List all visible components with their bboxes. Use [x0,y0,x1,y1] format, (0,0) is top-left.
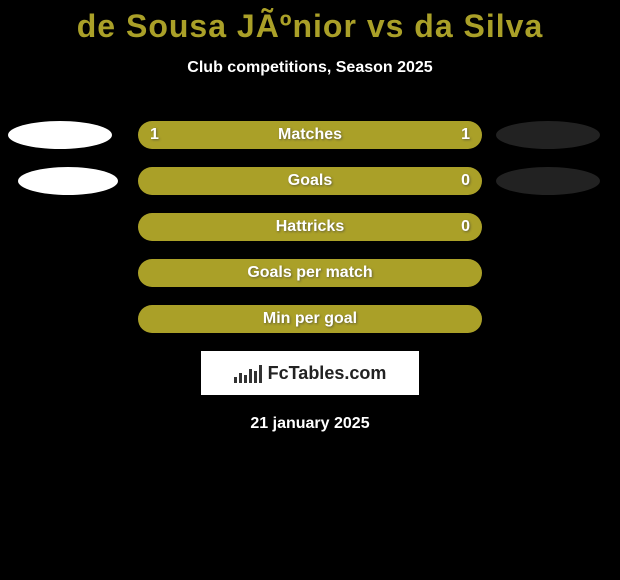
stat-label: Hattricks [276,218,344,236]
date-text: 21 january 2025 [250,415,369,433]
logo-bar [254,371,257,383]
stat-bar: Goals 0 [138,167,482,195]
logo-chart-icon [234,363,262,383]
comparison-subtitle: Club competitions, Season 2025 [187,59,432,77]
stat-bar: Min per goal [138,305,482,333]
stat-value-right: 0 [461,218,470,236]
player-left-oval [8,121,112,149]
logo-box: FcTables.com [201,351,419,395]
stat-row-hattricks: Hattricks 0 [0,213,620,241]
stat-value-right: 1 [461,126,470,144]
player-left-oval [18,167,118,195]
player-right-oval [496,167,600,195]
logo-bar [239,373,242,383]
stat-bar: Goals per match [138,259,482,287]
logo-bar [234,377,237,383]
stat-bar: 1 Matches 1 [138,121,482,149]
logo-text: FcTables.com [268,363,387,384]
stat-label: Goals [288,172,332,190]
stat-label: Goals per match [247,264,372,282]
stat-row-goals-per-match: Goals per match [0,259,620,287]
stats-container: 1 Matches 1 Goals 0 Hattricks 0 Goals pe… [0,121,620,333]
stat-row-goals: Goals 0 [0,167,620,195]
stat-value-left: 1 [150,126,159,144]
logo-bar [249,369,252,383]
comparison-title: de Sousa JÃºnior vs da Silva [77,8,544,45]
stat-label: Min per goal [263,310,357,328]
stat-label: Matches [278,126,342,144]
player-right-oval [496,121,600,149]
stat-bar: Hattricks 0 [138,213,482,241]
logo-bar [244,375,247,383]
stat-value-right: 0 [461,172,470,190]
logo-bar [259,365,262,383]
stat-row-min-per-goal: Min per goal [0,305,620,333]
stat-row-matches: 1 Matches 1 [0,121,620,149]
